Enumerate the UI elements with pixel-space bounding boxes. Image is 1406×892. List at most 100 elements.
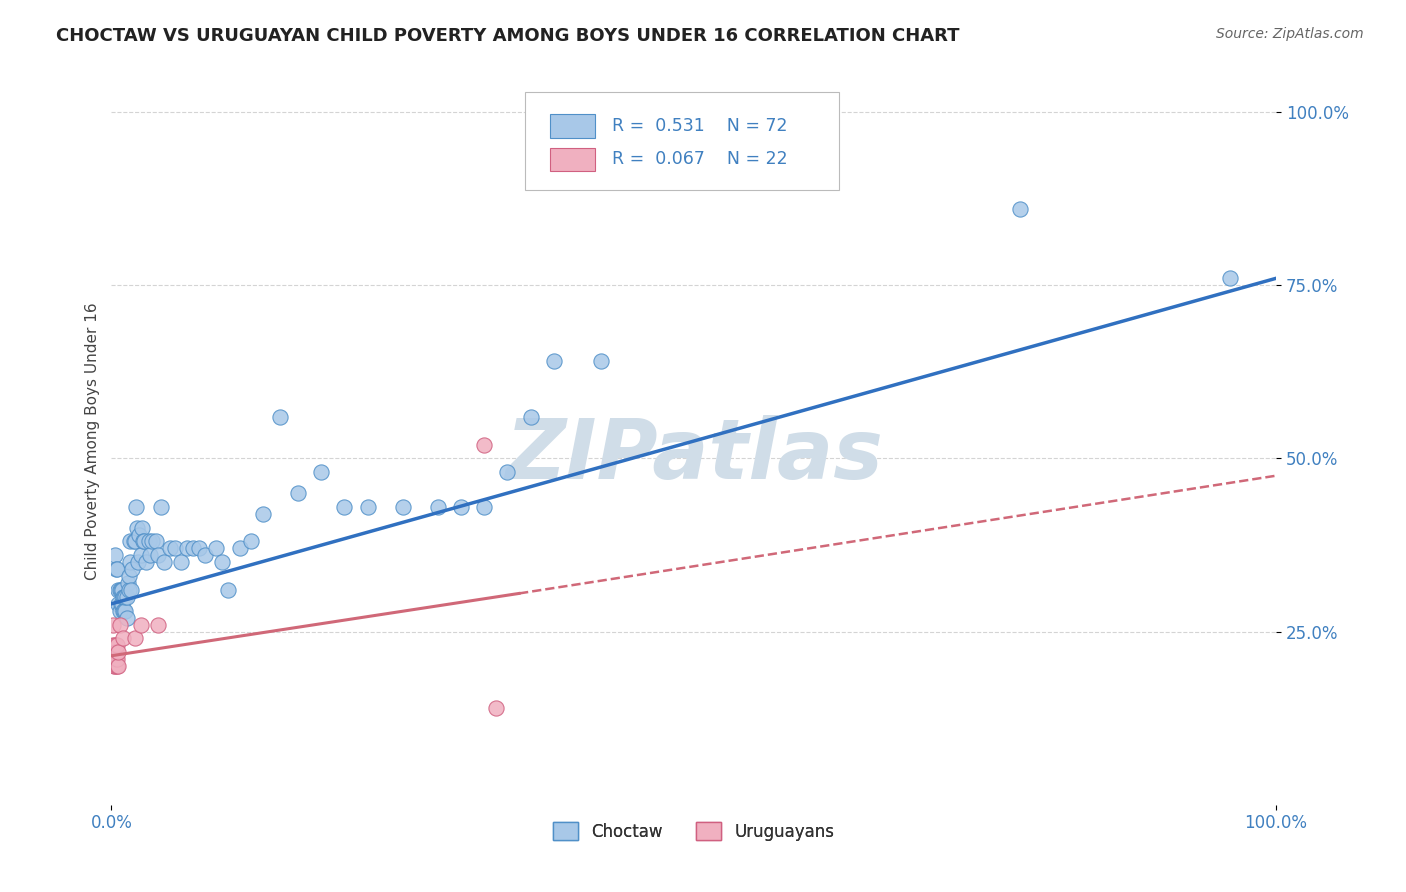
Point — [107, 659, 129, 673]
Point — [108, 617, 131, 632]
FancyBboxPatch shape — [551, 114, 595, 137]
Point — [105, 562, 128, 576]
Point — [145, 534, 167, 549]
Point — [110, 597, 132, 611]
Point — [124, 632, 146, 646]
Point — [135, 555, 157, 569]
Point — [132, 534, 155, 549]
Point — [114, 590, 136, 604]
Point — [101, 617, 124, 632]
Point — [108, 582, 131, 597]
Point — [472, 437, 495, 451]
Point — [131, 521, 153, 535]
Point — [110, 582, 132, 597]
Point — [118, 569, 141, 583]
Point — [105, 639, 128, 653]
Point — [105, 652, 128, 666]
Y-axis label: Child Poverty Among Boys Under 16: Child Poverty Among Boys Under 16 — [86, 302, 100, 580]
Point — [112, 604, 135, 618]
Point — [450, 500, 472, 514]
Point — [150, 500, 173, 514]
Point — [391, 500, 413, 514]
Point — [117, 576, 139, 591]
Point — [181, 541, 204, 556]
Point — [217, 582, 239, 597]
FancyBboxPatch shape — [551, 148, 595, 171]
Point — [165, 541, 187, 556]
Point — [104, 652, 127, 666]
Point — [127, 555, 149, 569]
Point — [128, 527, 150, 541]
Point — [159, 541, 181, 556]
Point — [105, 659, 128, 673]
Point — [132, 534, 155, 549]
Point — [104, 659, 127, 673]
Point — [105, 645, 128, 659]
Point — [107, 582, 129, 597]
Point — [426, 500, 449, 514]
Point — [115, 610, 138, 624]
Point — [120, 582, 142, 597]
Point — [543, 354, 565, 368]
Point — [141, 534, 163, 549]
Point — [187, 541, 209, 556]
Point — [103, 659, 125, 673]
Point — [104, 639, 127, 653]
Point — [146, 549, 169, 563]
Point — [309, 465, 332, 479]
Point — [472, 500, 495, 514]
Point — [112, 604, 135, 618]
Point — [356, 500, 378, 514]
Point — [101, 639, 124, 653]
Point — [269, 409, 291, 424]
Point — [105, 645, 128, 659]
Point — [129, 617, 152, 632]
Point — [519, 409, 541, 424]
Point — [205, 541, 228, 556]
Point — [107, 645, 129, 659]
Point — [103, 652, 125, 666]
Point — [485, 700, 508, 714]
Point — [125, 500, 148, 514]
Point — [228, 541, 250, 556]
Point — [1008, 202, 1031, 216]
Point — [122, 534, 145, 549]
Point — [105, 562, 128, 576]
Point — [112, 632, 135, 646]
Point — [118, 555, 141, 569]
Point — [146, 617, 169, 632]
Point — [589, 354, 612, 368]
Point — [287, 486, 309, 500]
Point — [118, 582, 141, 597]
Point — [176, 541, 198, 556]
Text: ZIPatlas: ZIPatlas — [505, 415, 883, 496]
Point — [112, 590, 135, 604]
Point — [240, 534, 263, 549]
Point — [252, 507, 274, 521]
Point — [111, 597, 134, 611]
Text: CHOCTAW VS URUGUAYAN CHILD POVERTY AMONG BOYS UNDER 16 CORRELATION CHART: CHOCTAW VS URUGUAYAN CHILD POVERTY AMONG… — [56, 27, 960, 45]
Point — [108, 604, 131, 618]
Point — [111, 582, 134, 597]
Point — [125, 521, 148, 535]
Point — [153, 555, 176, 569]
Point — [496, 465, 519, 479]
Point — [112, 590, 135, 604]
Point — [121, 562, 143, 576]
Point — [115, 590, 138, 604]
Point — [107, 597, 129, 611]
Point — [129, 549, 152, 563]
Point — [170, 555, 193, 569]
Point — [139, 549, 162, 563]
Text: R =  0.067    N = 22: R = 0.067 N = 22 — [612, 151, 787, 169]
Point — [333, 500, 356, 514]
Point — [138, 534, 160, 549]
Point — [105, 652, 128, 666]
Point — [114, 604, 136, 618]
Point — [124, 534, 146, 549]
Legend: Choctaw, Uruguayans: Choctaw, Uruguayans — [547, 816, 841, 847]
Point — [211, 555, 233, 569]
Point — [1218, 271, 1240, 285]
Text: R =  0.531    N = 72: R = 0.531 N = 72 — [612, 117, 787, 135]
Point — [194, 549, 217, 563]
